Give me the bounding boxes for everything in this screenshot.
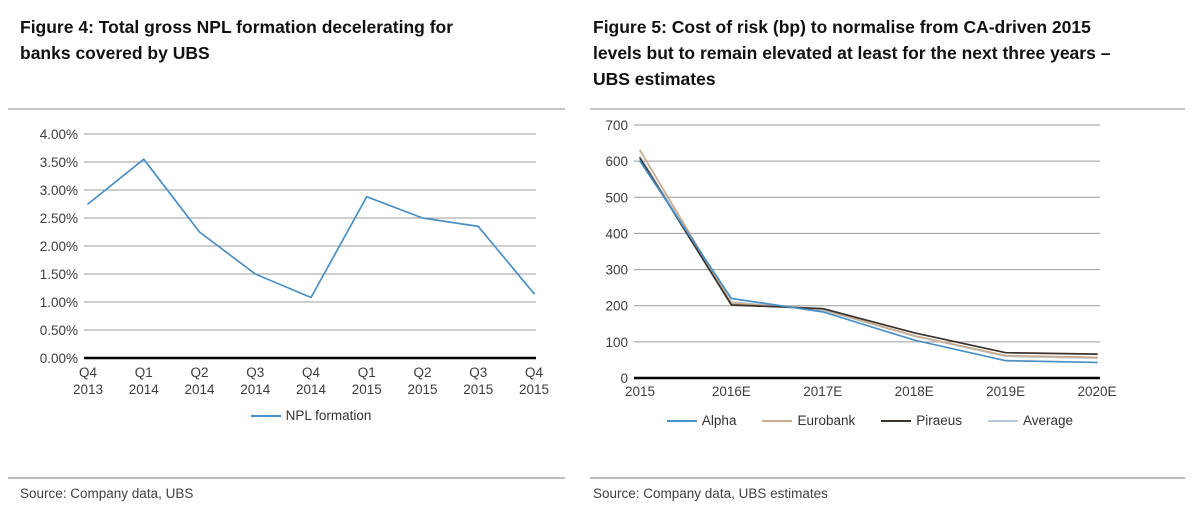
series-line-eurobank (639, 149, 1098, 359)
x-tick-label: Q1 (135, 365, 153, 380)
alpha-line-swatch (666, 419, 697, 422)
x-tick-label: Q1 (358, 365, 376, 380)
y-tick-label: 2.50% (40, 211, 78, 226)
legend-label: Piraeus (916, 413, 963, 428)
x-tick-label: 2015 (625, 384, 655, 399)
x-tick-label: Q3 (469, 365, 487, 380)
series-line-piraeus (639, 157, 1098, 355)
y-tick-label: 0.00% (40, 351, 78, 366)
x-tick-label: 2019E (986, 384, 1025, 399)
series-line-npl-formation (87, 158, 535, 299)
y-tick-label: 300 (605, 263, 628, 278)
figure4-line-chart: 0.00% 0.50% 1.00% 1.50% 2.00% 2.50% 3.00% 3.50%… (40, 127, 549, 397)
figure5-title-rule (590, 108, 1185, 110)
y-tick-label: 3.50% (40, 155, 78, 170)
x-tick-label: 2014 (184, 382, 215, 397)
x-tick-label: 2014 (240, 382, 271, 397)
eurobank-line-swatch (762, 419, 793, 422)
y-tick-label: 3.00% (40, 183, 78, 198)
y-tick-label: 2.00% (40, 239, 78, 254)
y-tick-label: 1.00% (40, 295, 78, 310)
piraeus-line-swatch (881, 419, 912, 422)
x-tick-label: Q4 (302, 365, 321, 380)
y-tick-label: 4.00% (40, 127, 78, 142)
average-line-swatch (988, 419, 1019, 422)
x-tick-label: 2013 (73, 382, 103, 397)
x-tick-label: Q2 (413, 365, 431, 380)
figure5-title: Figure 5: Cost of risk (bp) to normalise… (593, 17, 1111, 89)
y-tick-label: 0 (620, 371, 628, 386)
x-tick-label: 2015 (519, 382, 549, 397)
x-tick-label: Q4 (79, 365, 98, 380)
x-tick-label: Q2 (190, 365, 208, 380)
legend-item-average: Average (988, 413, 1073, 428)
y-tick-label: 0.50% (40, 323, 78, 338)
y-tick-label: 700 (605, 118, 628, 133)
x-tick-label: Q3 (246, 365, 264, 380)
y-tick-label: 200 (605, 299, 628, 314)
figure4-legend: NPL formation (88, 408, 534, 423)
legend-item-piraeus: Piraeus (881, 413, 962, 428)
y-tick-label: 600 (605, 154, 628, 169)
legend-item-eurobank: Eurobank (762, 413, 855, 428)
x-tick-label: 2015 (463, 382, 493, 397)
figure5-source: Source: Company data, UBS estimates (593, 486, 828, 501)
figure4-source-rule (8, 477, 565, 479)
series-line-average (639, 155, 1098, 359)
legend-item-alpha: Alpha (666, 413, 737, 428)
figure4-source: Source: Company data, UBS (20, 486, 194, 501)
figure4-panel: Figure 4: Total gross NPL formation dece… (8, 0, 565, 521)
x-tick-label: 2015 (407, 382, 437, 397)
npl-formation-line-swatch (250, 414, 281, 417)
y-tick-label: 1.50% (40, 267, 78, 282)
x-tick-label: 2016E (712, 384, 751, 399)
legend-label: Average (1023, 413, 1074, 428)
legend-label: Alpha (701, 413, 737, 428)
x-tick-label: 2014 (129, 382, 160, 397)
legend-item-npl-formation: NPL formation (250, 408, 372, 423)
x-tick-label: 2014 (296, 382, 327, 397)
x-tick-label: 2020E (1077, 384, 1116, 399)
figure5-line-chart: 0 100 200 300 400 500 600 700 2015 2016E 2017E 2018… (605, 118, 1116, 399)
x-tick-label: Q4 (525, 365, 544, 380)
y-tick-label: 400 (605, 226, 628, 241)
figure5-source-rule (590, 477, 1185, 479)
figure4-title-rule (8, 108, 565, 110)
series-line-alpha (639, 160, 1098, 364)
figure5-panel: Figure 5: Cost of risk (bp) to normalise… (590, 0, 1185, 521)
y-tick-label: 100 (605, 335, 628, 350)
figure5-legend: Alpha Eurobank Piraeus Average (640, 413, 1100, 428)
x-tick-label: 2018E (895, 384, 934, 399)
x-tick-label: 2015 (352, 382, 382, 397)
figure4-title: Figure 4: Total gross NPL formation dece… (20, 17, 454, 63)
legend-label: Eurobank (797, 413, 856, 428)
legend-label: NPL formation (285, 408, 372, 423)
x-tick-label: 2017E (803, 384, 842, 399)
y-tick-label: 500 (605, 190, 628, 205)
